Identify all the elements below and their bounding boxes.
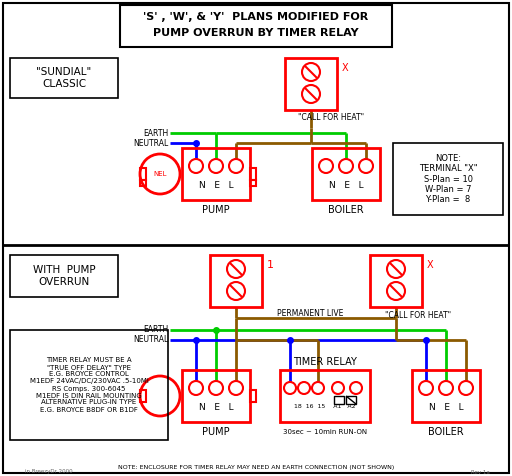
Text: TIMER RELAY: TIMER RELAY xyxy=(293,357,357,367)
Bar xyxy=(334,396,344,404)
Text: 'S' , 'W', & 'Y'  PLANS MODIFIED FOR: 'S' , 'W', & 'Y' PLANS MODIFIED FOR xyxy=(143,12,369,22)
Text: NOTE: ENCLOSURE FOR TIMER RELAY MAY NEED AN EARTH CONNECTION (NOT SHOWN): NOTE: ENCLOSURE FOR TIMER RELAY MAY NEED… xyxy=(118,466,394,470)
Text: EARTH: EARTH xyxy=(143,326,168,335)
Text: PERMANENT LIVE: PERMANENT LIVE xyxy=(277,308,343,317)
Text: PUMP: PUMP xyxy=(202,427,230,437)
Text: "CALL FOR HEAT": "CALL FOR HEAT" xyxy=(298,113,364,122)
Bar xyxy=(140,390,146,402)
Text: NEL: NEL xyxy=(153,171,167,177)
Text: PUMP: PUMP xyxy=(202,205,230,215)
Bar xyxy=(346,396,356,404)
Text: NOTE:
TERMINAL "X"
S-Plan = 10
W-Plan = 7
Y-Plan =  8: NOTE: TERMINAL "X" S-Plan = 10 W-Plan = … xyxy=(419,154,477,204)
Text: X: X xyxy=(342,63,348,73)
Bar xyxy=(140,168,146,180)
Text: PUMP OVERRUN BY TIMER RELAY: PUMP OVERRUN BY TIMER RELAY xyxy=(153,28,359,38)
Text: "SUNDIAL"
CLASSIC: "SUNDIAL" CLASSIC xyxy=(36,67,92,89)
Text: NEUTRAL: NEUTRAL xyxy=(133,336,168,345)
Text: EARTH: EARTH xyxy=(143,129,168,138)
Text: BOILER: BOILER xyxy=(428,427,464,437)
Text: N   E   L: N E L xyxy=(199,403,233,411)
Bar xyxy=(120,5,392,47)
Bar xyxy=(250,180,256,186)
Bar xyxy=(370,255,422,307)
Text: N   E   L: N E L xyxy=(429,403,463,411)
Bar xyxy=(10,255,118,297)
Text: in BreezyDr 2000: in BreezyDr 2000 xyxy=(25,469,73,475)
Text: N   E   L: N E L xyxy=(199,180,233,189)
Text: Rev 1a: Rev 1a xyxy=(471,469,490,475)
Text: N   E   L: N E L xyxy=(329,180,364,189)
Text: "CALL FOR HEAT": "CALL FOR HEAT" xyxy=(385,310,451,319)
Text: WITH  PUMP
OVERRUN: WITH PUMP OVERRUN xyxy=(33,265,95,287)
Bar xyxy=(250,168,256,180)
Text: TIMER RELAY MUST BE A
"TRUE OFF DELAY" TYPE
E.G. BROYCE CONTROL
M1EDF 24VAC/DC/2: TIMER RELAY MUST BE A "TRUE OFF DELAY" T… xyxy=(30,357,148,413)
Bar xyxy=(182,148,250,200)
Bar xyxy=(210,255,262,307)
Bar xyxy=(280,370,370,422)
Bar xyxy=(393,143,503,215)
Bar xyxy=(250,390,256,402)
Bar xyxy=(412,370,480,422)
Text: BOILER: BOILER xyxy=(328,205,364,215)
Text: 1: 1 xyxy=(267,260,273,270)
Text: 18  16  15    A1   A2: 18 16 15 A1 A2 xyxy=(294,405,356,409)
Bar xyxy=(10,58,118,98)
Bar xyxy=(182,370,250,422)
Text: NEUTRAL: NEUTRAL xyxy=(133,139,168,148)
Text: 30sec ~ 10min RUN-ON: 30sec ~ 10min RUN-ON xyxy=(283,429,367,435)
Bar xyxy=(10,330,168,440)
Text: X: X xyxy=(426,260,433,270)
Bar xyxy=(285,58,337,110)
Bar xyxy=(140,180,146,186)
Bar xyxy=(312,148,380,200)
